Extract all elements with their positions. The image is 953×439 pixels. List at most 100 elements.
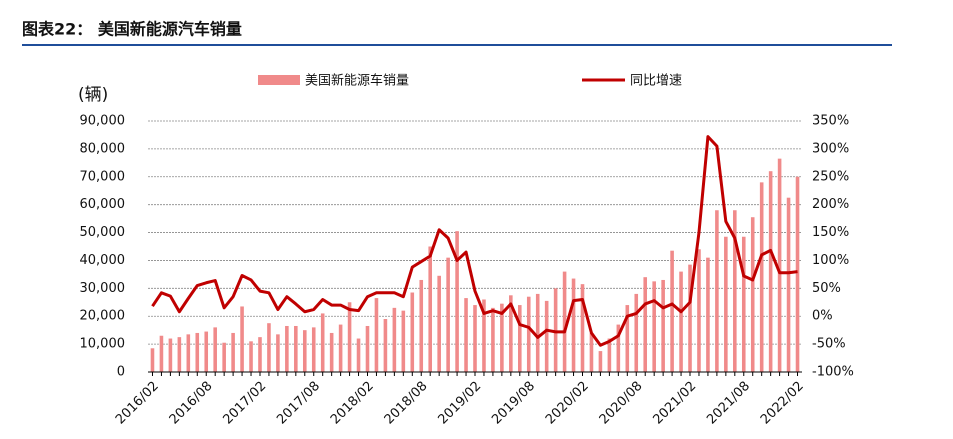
bar <box>204 331 209 372</box>
bar <box>526 296 531 372</box>
bar <box>491 307 495 372</box>
bar <box>634 293 639 372</box>
bar <box>374 298 379 372</box>
bar <box>276 334 280 372</box>
bar <box>625 305 630 372</box>
bar <box>616 324 621 372</box>
bar <box>294 325 298 372</box>
bar <box>267 323 271 372</box>
x-tick-label: 2022/02 <box>758 379 807 428</box>
x-tick-label: 2018/08 <box>382 379 431 428</box>
bar <box>159 335 164 372</box>
y2-tick-label: -100% <box>812 365 854 380</box>
x-tick-label: 2021/08 <box>704 379 753 428</box>
bar <box>589 332 594 372</box>
bar <box>177 337 182 372</box>
y-tick-label: 90,000 <box>80 114 126 129</box>
bar <box>643 277 648 372</box>
legend-label: 美国新能源车销量 <box>305 73 409 89</box>
y-tick-label: 10,000 <box>80 337 126 352</box>
bar <box>311 327 316 372</box>
bar <box>500 303 504 372</box>
y-tick-label: 70,000 <box>80 169 126 184</box>
bar <box>419 279 424 372</box>
legend-swatch <box>258 75 300 85</box>
bar <box>688 264 692 372</box>
y-tick-label: 30,000 <box>80 281 126 296</box>
bar <box>338 324 343 372</box>
bar <box>231 332 235 372</box>
y-tick-label: 80,000 <box>80 141 126 156</box>
bar <box>195 332 200 372</box>
x-tick-label: 2018/02 <box>328 379 377 428</box>
bar <box>562 271 567 372</box>
y2-tick-label: 350% <box>812 114 849 129</box>
bar <box>383 319 388 372</box>
y-tick-label: 0 <box>117 365 125 380</box>
y-tick-label: 50,000 <box>80 225 126 240</box>
x-tick-label: 2021/02 <box>651 379 700 428</box>
bar <box>509 295 513 372</box>
bar <box>795 176 800 372</box>
bar <box>652 281 656 372</box>
y2-tick-label: 300% <box>812 141 849 156</box>
x-tick-label: 2016/02 <box>113 379 162 428</box>
bar <box>464 298 468 372</box>
legend-label: 同比增速 <box>630 74 682 89</box>
bar <box>222 342 226 372</box>
bar <box>768 171 773 372</box>
bar <box>777 158 782 372</box>
bar <box>240 306 244 372</box>
y2-tick-label: 200% <box>812 197 849 212</box>
bar <box>365 325 370 372</box>
bar <box>598 351 603 372</box>
bar <box>437 275 441 372</box>
line <box>151 135 798 347</box>
y2-tick-label: 100% <box>812 253 849 268</box>
bar <box>518 305 522 372</box>
bar <box>759 182 764 372</box>
bar <box>428 246 432 372</box>
bar <box>544 300 549 372</box>
y-tick-label: 20,000 <box>80 309 126 324</box>
x-tick-label: 2017/08 <box>274 379 323 428</box>
chart-title: 图表22： 美国新能源汽车销量 <box>22 20 242 39</box>
bar <box>150 348 155 372</box>
x-tick-label: 2017/02 <box>220 379 269 428</box>
bar <box>392 307 397 372</box>
bar <box>750 217 755 372</box>
bar <box>715 210 719 372</box>
bar <box>741 236 746 372</box>
bar <box>347 302 352 372</box>
bar <box>661 279 665 372</box>
bar <box>724 236 728 372</box>
bar <box>697 249 701 372</box>
bar <box>410 292 415 372</box>
y2-tick-label: 250% <box>812 169 849 184</box>
bar <box>679 271 683 372</box>
y2-tick-label: -50% <box>812 337 846 352</box>
bar <box>482 299 486 372</box>
bar <box>553 288 558 372</box>
bar <box>401 310 406 372</box>
x-tick-label: 2020/08 <box>597 379 646 428</box>
bar <box>285 325 289 372</box>
bar <box>455 231 459 372</box>
x-tick-label: 2016/08 <box>167 379 216 428</box>
bar <box>213 327 217 372</box>
bar <box>607 338 612 372</box>
y2-tick-label: 150% <box>812 225 849 240</box>
bar <box>168 338 173 372</box>
bar <box>535 293 540 372</box>
bar <box>580 284 585 372</box>
x-tick-label: 2020/02 <box>543 379 592 428</box>
y2-tick-label: 50% <box>812 281 841 296</box>
bar <box>356 338 361 372</box>
y-axis-label: (辆) <box>78 85 108 105</box>
title-rule <box>22 44 892 46</box>
bar <box>329 332 334 372</box>
bar <box>706 257 710 372</box>
bar <box>302 330 307 372</box>
bar <box>670 250 674 372</box>
